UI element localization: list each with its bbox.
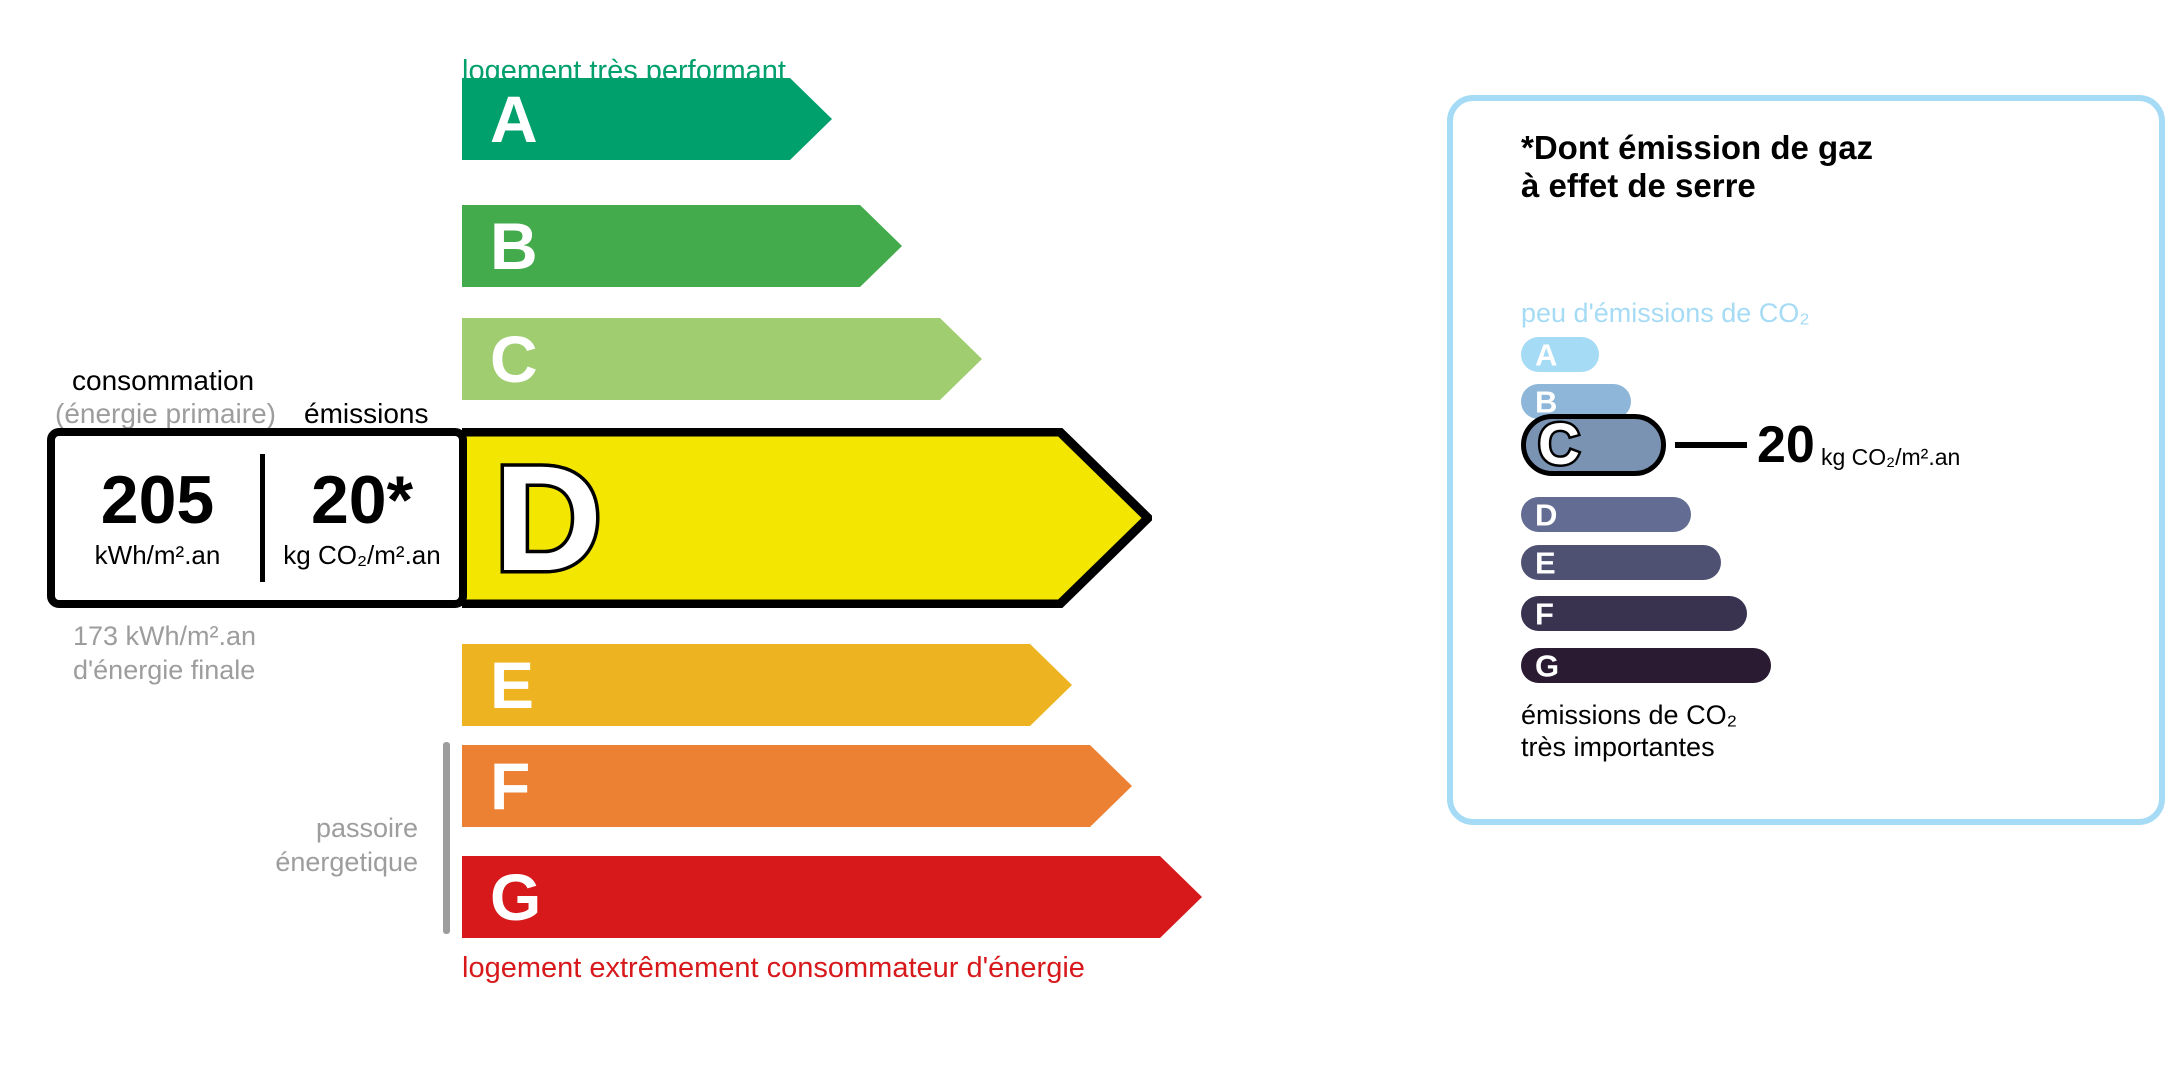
energy-bar-d-letter: D [490,434,605,602]
label-energie-primaire: (énergie primaire) [55,398,276,429]
co2-value-unit: kg CO₂/m².an [1821,444,1961,470]
energy-bar-c[interactable]: C [462,318,982,400]
label-emissions: émissions [304,398,429,429]
co2-top-caption: peu d'émissions de CO₂ [1521,298,1810,328]
energy-bar-g[interactable]: G [462,856,1202,938]
final-energy-note-line1: 173 kWh/m².an [73,621,257,651]
energy-bar-a-letter: A [490,82,538,156]
passoire-bracket [443,742,450,934]
co2-bar-a-letter: A [1535,337,1558,372]
energy-bar-c-letter: C [490,322,538,396]
emissions-cell: 20* kg CO₂/m².an [265,436,459,600]
final-energy-note-line2: d'énergie finale [73,654,256,685]
energy-bar-d-current[interactable]: D [462,428,1152,608]
label-consommation: consommation [72,365,255,396]
co2-bar-c-letter: C [1536,412,1583,477]
emissions-unit: kg CO₂/m².an [283,539,441,570]
consumption-cell: 205 kWh/m².an [55,436,260,600]
co2-bar-d-letter: D [1535,497,1558,532]
co2-value: 20 [1757,416,1815,474]
co2-bar-g[interactable]: G [1521,648,1771,683]
co2-bar-d[interactable]: D [1521,497,1691,532]
co2-bar-f-letter: F [1535,596,1554,631]
co2-panel-title-line1: *Dont émission de gaz [1521,129,1874,166]
energy-bar-b-letter: B [490,209,538,283]
co2-bar-g-letter: G [1535,648,1560,683]
co2-bottom-caption-line2: très importantes [1521,732,1715,763]
energy-bar-a[interactable]: A [462,78,832,160]
energy-bar-f-letter: F [490,749,530,823]
energy-bar-g-letter: G [490,860,541,934]
co2-bar-b[interactable]: B [1521,384,1631,419]
energy-performance-chart: logement très performant A B C D E F G l… [0,55,1420,984]
energy-bar-a-shape [462,78,832,160]
co2-bottom-caption: émissions de CO₂ très importantes [1521,699,1737,764]
co2-emissions-panel: *Dont émission de gaz à effet de serre p… [1447,95,2165,825]
energy-bar-e-shape [462,644,1072,726]
energy-bar-e-letter: E [490,648,534,722]
energy-bottom-caption: logement extrêmement consommateur d'éner… [462,952,1085,984]
passoire-label-line2: énergetique [275,846,418,877]
consumption-value: 205 [100,461,215,538]
co2-bar-c-current[interactable]: C [1521,412,1666,477]
co2-bar-f[interactable]: F [1521,596,1747,631]
energy-bar-f-shape [462,745,1132,827]
co2-bar-a[interactable]: A [1521,337,1599,372]
co2-bar-e[interactable]: E [1521,545,1721,580]
final-energy-note: 173 kWh/m².an d'énergie finale [73,620,256,688]
co2-bottom-caption-line1: émissions de CO₂ [1521,700,1738,730]
passoire-label-line1: passoire [315,813,418,843]
co2-bar-e-letter: E [1535,545,1556,580]
consumption-unit: kWh/m².an [94,539,221,570]
co2-panel-title: *Dont émission de gaz à effet de serre [1521,129,1873,206]
energy-bar-g-shape [462,856,1202,938]
energy-bar-c-shape [462,318,982,400]
energy-bar-b-shape [462,205,902,287]
value-box-divider [260,454,265,582]
energy-bar-e[interactable]: E [462,644,1072,726]
energy-bar-f[interactable]: F [462,745,1132,827]
co2-bar-b-letter: B [1535,384,1558,419]
co2-leader-line [1675,442,1747,448]
emissions-value: 20* [310,461,414,538]
energy-bar-b[interactable]: B [462,205,902,287]
passoire-label: passoire énergetique [0,812,418,880]
value-box: 205 kWh/m².an 20* kg CO₂/m².an [47,428,467,608]
co2-panel-title-line2: à effet de serre [1521,167,1756,205]
